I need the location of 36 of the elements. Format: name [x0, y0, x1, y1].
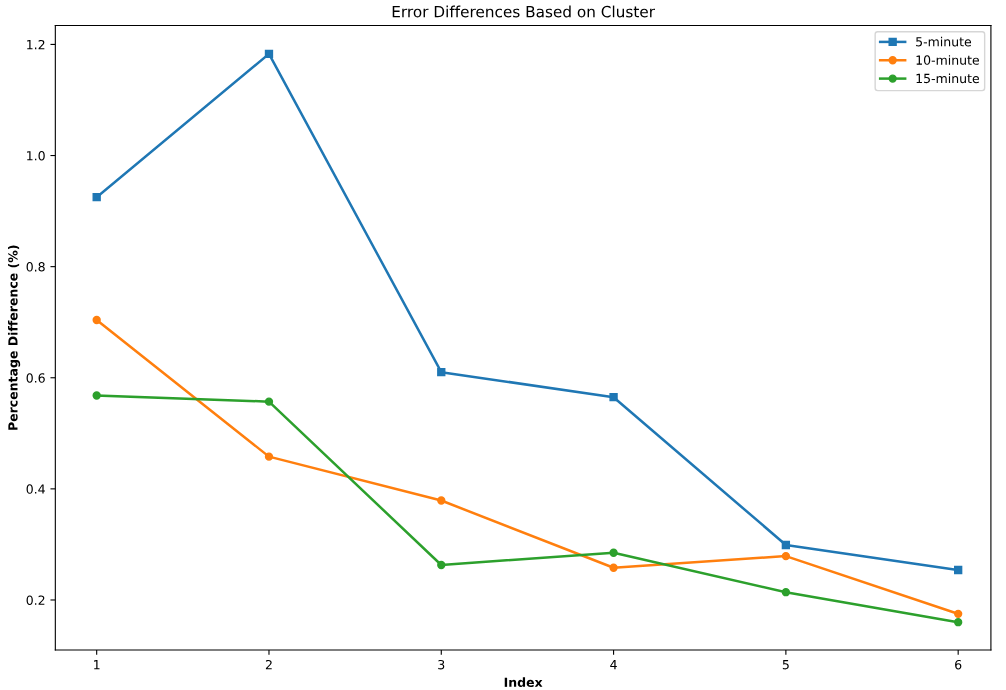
x-tick-label: 3	[438, 659, 445, 670]
point	[264, 49, 274, 59]
point	[781, 551, 791, 561]
y-tick-label: 1.0	[27, 151, 45, 161]
point	[954, 609, 963, 619]
y-tick-label: 0.8	[26, 262, 45, 272]
x-tick-label: 6	[955, 659, 962, 670]
y-axis-title: Percentage Difference (%)	[7, 245, 21, 430]
point	[609, 563, 618, 572]
x-tick-label: 4	[610, 660, 617, 670]
y-tick-label: 0.4	[26, 484, 45, 494]
y-tick-label: 0.2	[26, 595, 45, 605]
point	[781, 540, 791, 550]
point	[264, 452, 274, 461]
point	[264, 397, 274, 406]
x-tick-label: 5	[782, 660, 789, 670]
x-tick-label: 2	[265, 659, 272, 670]
x-axis-title: Index	[504, 677, 543, 688]
point	[609, 548, 618, 557]
point	[954, 565, 963, 575]
point	[437, 496, 446, 505]
x-tick-label: 1	[94, 660, 100, 670]
point	[437, 560, 446, 570]
point	[92, 315, 101, 325]
y-tick-label: 1.2	[27, 39, 45, 50]
legend-label: 5-minute	[916, 36, 972, 47]
point	[92, 193, 101, 202]
legend-label: 15-minute	[916, 73, 979, 84]
point	[609, 393, 618, 402]
y-tick-label: 0.6	[26, 373, 45, 383]
chart-title: Error Differences Based on Cluster	[392, 5, 655, 18]
point	[92, 391, 101, 400]
point	[954, 618, 963, 627]
point	[437, 368, 446, 377]
legend-label: 10-minute	[916, 55, 979, 65]
point	[781, 588, 791, 597]
